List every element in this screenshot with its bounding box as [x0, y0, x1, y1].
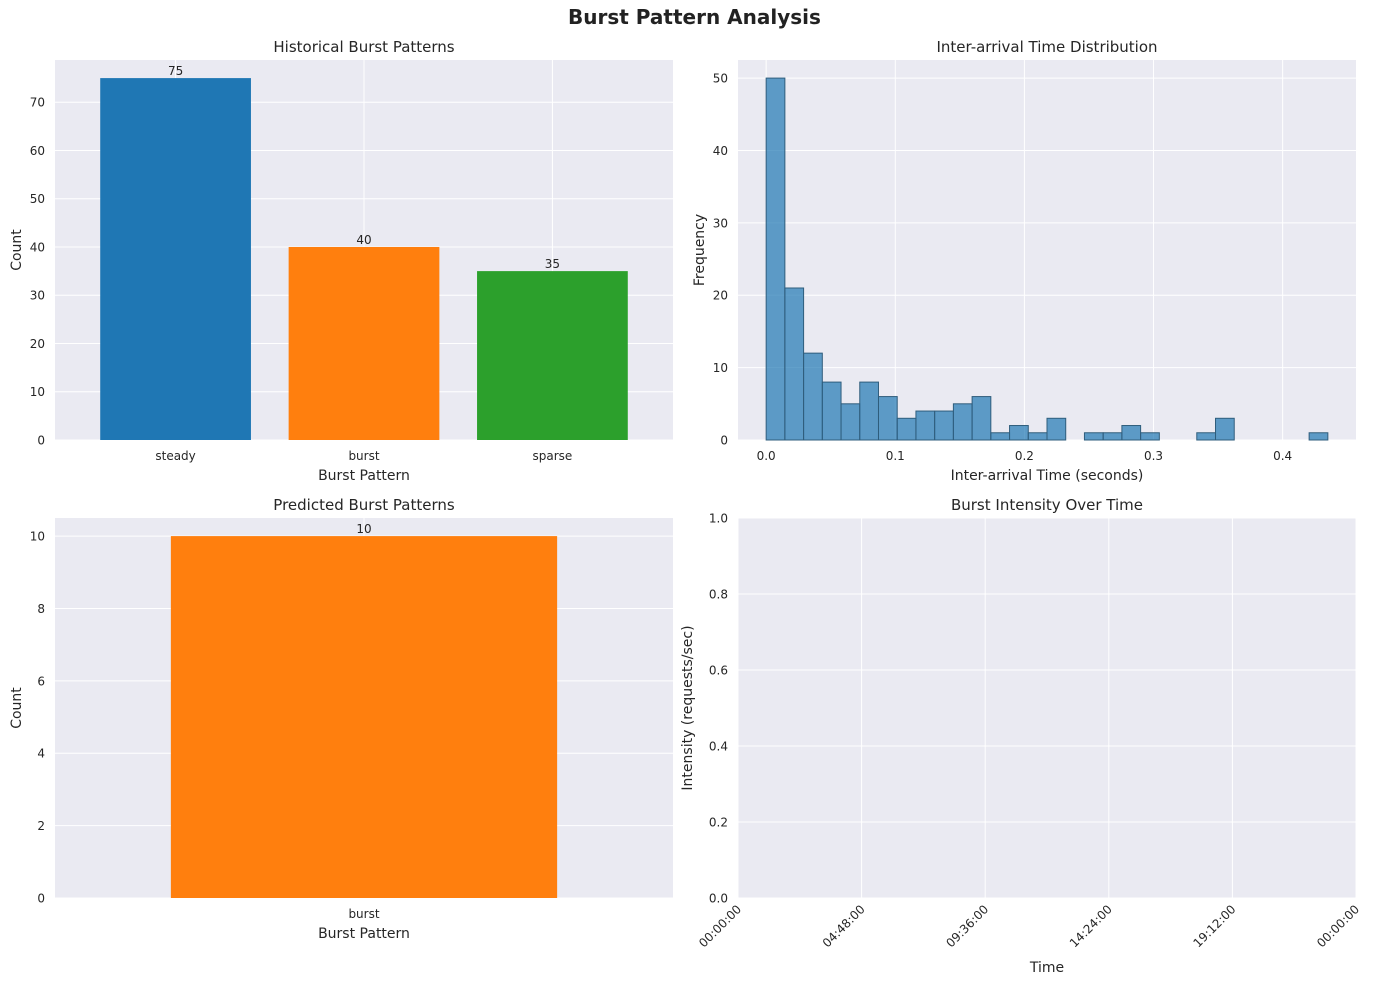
y-tick-label: 2 — [37, 819, 45, 833]
bar-steady — [100, 78, 251, 440]
histogram-bar — [1121, 425, 1142, 441]
x-tick-label: steady — [155, 449, 195, 463]
y-axis-label: Intensity (requests/sec) — [680, 625, 696, 790]
histogram-bar — [784, 287, 805, 441]
chart-historical: Historical Burst Patterns 0 10 20 30 40 50 60 70… — [9, 38, 673, 484]
y-tick-label: 0 — [37, 434, 45, 448]
y-tick-label: 10 — [713, 361, 728, 375]
chart-interarrival: Inter-arrival Time Distribution 0.0 0.1 0.2… — [692, 38, 1356, 484]
bar-value-label: 75 — [168, 64, 183, 78]
y-tick-label: 10 — [30, 530, 45, 544]
chart-title: Predicted Burst Patterns — [273, 496, 455, 514]
y-tick-label: 40 — [30, 240, 45, 254]
y-tick-label: 0.4 — [709, 740, 728, 754]
y-tick-label: 70 — [30, 96, 45, 110]
chart-predicted: Predicted Burst Patterns 0 2 4 6 8 10 Count 10 bu… — [9, 496, 673, 942]
y-axis-label: Frequency — [692, 214, 708, 286]
histogram-bar — [877, 396, 898, 441]
x-tick-label: 00:00:00 — [696, 902, 744, 950]
y-tick-label: 0.8 — [709, 588, 728, 602]
histogram-bar — [1009, 425, 1029, 441]
y-tick-label: 0.2 — [709, 816, 728, 830]
y-tick-label: 10 — [30, 385, 45, 399]
x-tick-label: 19:12:00 — [1191, 902, 1239, 950]
y-tick-label: 0 — [720, 434, 728, 448]
histogram-bar — [803, 352, 823, 441]
y-tick-label: 1.0 — [709, 512, 728, 526]
histogram-bar — [1308, 432, 1329, 441]
x-tick-label: 0.0 — [757, 449, 776, 463]
x-tick-label: 04:48:00 — [820, 902, 868, 950]
histogram-bar — [1140, 432, 1160, 441]
histogram-bar — [1196, 432, 1217, 441]
y-axis-label: Count — [9, 229, 25, 271]
bar-value-label: 40 — [356, 233, 371, 247]
bar-value-label: 35 — [545, 257, 560, 271]
plot-area — [738, 60, 1356, 440]
y-tick-label: 50 — [713, 72, 728, 86]
x-tick-label: 0.2 — [1015, 449, 1034, 463]
x-tick-label: burst — [348, 907, 379, 921]
histogram-bar — [896, 417, 917, 441]
x-axis-label: Time — [1029, 960, 1064, 976]
bar-value-label: 10 — [356, 522, 371, 536]
y-tick-label: 20 — [713, 289, 728, 303]
histogram-bar — [1083, 432, 1104, 441]
y-tick-label: 30 — [30, 289, 45, 303]
histogram-bar — [952, 403, 973, 441]
chart-title: Historical Burst Patterns — [273, 38, 454, 56]
histogram-bar — [1102, 432, 1123, 441]
y-tick-label: 60 — [30, 144, 45, 158]
y-tick-label: 40 — [713, 144, 728, 158]
y-axis-label: Count — [9, 687, 25, 729]
histogram-bar — [765, 77, 786, 441]
bar-sparse — [477, 271, 628, 440]
histogram-bar — [859, 381, 879, 441]
y-tick-label: 0.6 — [709, 664, 728, 678]
x-tick-label: 14:24:00 — [1067, 902, 1115, 950]
histogram-bar — [821, 381, 842, 441]
x-axis-label: Inter-arrival Time (seconds) — [951, 468, 1144, 484]
y-tick-label: 50 — [30, 192, 45, 206]
x-tick-label: 0.3 — [1144, 449, 1163, 463]
histogram-bar — [971, 396, 992, 441]
x-tick-label: 0.4 — [1273, 449, 1292, 463]
y-tick-label: 0.0 — [709, 892, 728, 906]
chart-title: Burst Intensity Over Time — [951, 496, 1143, 514]
x-tick-label: 0.1 — [886, 449, 905, 463]
x-tick-label: 09:36:00 — [943, 902, 991, 950]
y-tick-label: 8 — [37, 602, 45, 616]
figure-title: Burst Pattern Analysis — [568, 5, 821, 29]
chart-title: Inter-arrival Time Distribution — [936, 38, 1157, 56]
x-tick-label: burst — [348, 449, 379, 463]
histogram-bar — [990, 432, 1011, 441]
bar-burst — [288, 246, 440, 440]
y-tick-label: 20 — [30, 337, 45, 351]
bar-burst — [170, 536, 558, 898]
x-axis-label: Burst Pattern — [318, 926, 410, 942]
x-axis-label: Burst Pattern — [318, 468, 410, 484]
histogram-bar — [915, 410, 936, 441]
y-tick-label: 0 — [37, 892, 45, 906]
histogram-bar — [1027, 432, 1048, 441]
y-tick-label: 4 — [37, 747, 45, 761]
y-tick-label: 6 — [37, 674, 45, 688]
histogram-bar — [1046, 417, 1067, 441]
plot-area — [738, 518, 1356, 898]
x-tick-label: 00:00:00 — [1314, 902, 1362, 950]
x-tick-label: sparse — [533, 449, 573, 463]
chart-intensity: Burst Intensity Over Time 00:00:00 04:48:0… — [680, 496, 1362, 976]
histogram-bar — [840, 403, 861, 441]
histogram-bar — [934, 410, 954, 441]
y-tick-label: 30 — [713, 216, 728, 230]
histogram-bar — [1215, 417, 1235, 441]
